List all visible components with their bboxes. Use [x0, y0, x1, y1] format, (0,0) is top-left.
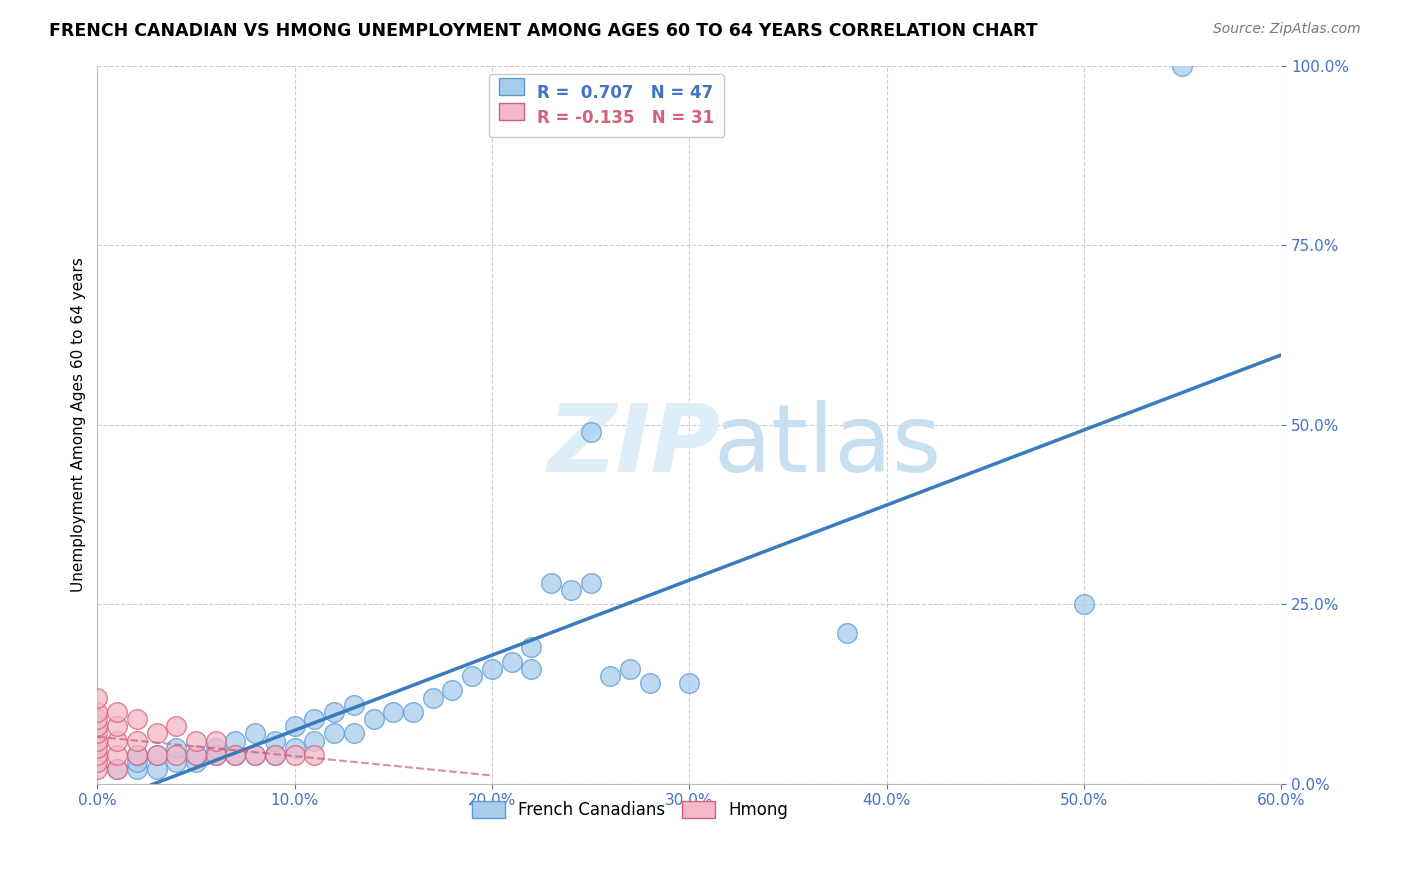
Text: Source: ZipAtlas.com: Source: ZipAtlas.com: [1213, 22, 1361, 37]
Point: [165, 747, 187, 762]
Point: [243, 747, 266, 762]
Point: [323, 705, 346, 719]
Point: [145, 747, 167, 762]
Point: [105, 719, 128, 733]
Point: [184, 747, 207, 762]
Point: [224, 747, 246, 762]
Point: [619, 662, 641, 676]
Point: [105, 747, 128, 762]
Point: [86, 740, 108, 755]
Point: [520, 662, 543, 676]
Point: [105, 705, 128, 719]
Point: [204, 747, 226, 762]
Point: [204, 747, 226, 762]
Point: [125, 712, 148, 726]
Point: [481, 662, 503, 676]
Point: [165, 755, 187, 769]
Point: [165, 740, 187, 755]
Point: [224, 747, 246, 762]
Point: [678, 676, 700, 690]
Point: [264, 747, 287, 762]
Point: [145, 747, 167, 762]
Point: [125, 747, 148, 762]
Point: [184, 747, 207, 762]
Point: [323, 726, 346, 740]
Point: [520, 640, 543, 655]
Point: [284, 747, 307, 762]
Point: [86, 755, 108, 769]
Text: FRENCH CANADIAN VS HMONG UNEMPLOYMENT AMONG AGES 60 TO 64 YEARS CORRELATION CHAR: FRENCH CANADIAN VS HMONG UNEMPLOYMENT AM…: [49, 22, 1038, 40]
Point: [501, 655, 523, 669]
Point: [264, 733, 287, 747]
Text: atlas: atlas: [713, 401, 941, 492]
Point: [243, 726, 266, 740]
Point: [540, 575, 562, 590]
Point: [343, 698, 366, 712]
Point: [86, 763, 108, 777]
Point: [165, 719, 187, 733]
Y-axis label: Unemployment Among Ages 60 to 64 years: Unemployment Among Ages 60 to 64 years: [72, 257, 86, 592]
Point: [184, 733, 207, 747]
Point: [105, 763, 128, 777]
Point: [125, 747, 148, 762]
Point: [105, 763, 128, 777]
Point: [835, 626, 858, 640]
Point: [304, 747, 326, 762]
Point: [86, 726, 108, 740]
Point: [86, 712, 108, 726]
Point: [224, 733, 246, 747]
Point: [86, 690, 108, 705]
Point: [1171, 59, 1194, 73]
Point: [461, 669, 484, 683]
Point: [125, 755, 148, 769]
Point: [441, 683, 464, 698]
Point: [86, 705, 108, 719]
Point: [86, 733, 108, 747]
Legend: French Canadians, Hmong: French Canadians, Hmong: [465, 794, 796, 826]
Point: [86, 747, 108, 762]
Point: [86, 719, 108, 733]
Text: ZIP: ZIP: [547, 401, 720, 492]
Point: [204, 733, 226, 747]
Point: [422, 690, 444, 705]
Point: [343, 726, 366, 740]
Point: [145, 726, 167, 740]
Point: [184, 755, 207, 769]
Point: [304, 733, 326, 747]
Point: [284, 719, 307, 733]
Point: [125, 733, 148, 747]
Point: [264, 747, 287, 762]
Point: [579, 425, 602, 439]
Point: [560, 582, 582, 597]
Point: [243, 747, 266, 762]
Point: [304, 712, 326, 726]
Point: [125, 763, 148, 777]
Point: [363, 712, 385, 726]
Point: [599, 669, 621, 683]
Point: [382, 705, 405, 719]
Point: [638, 676, 661, 690]
Point: [105, 733, 128, 747]
Point: [402, 705, 425, 719]
Point: [284, 740, 307, 755]
Point: [145, 763, 167, 777]
Point: [204, 740, 226, 755]
Point: [1073, 597, 1095, 611]
Point: [579, 575, 602, 590]
